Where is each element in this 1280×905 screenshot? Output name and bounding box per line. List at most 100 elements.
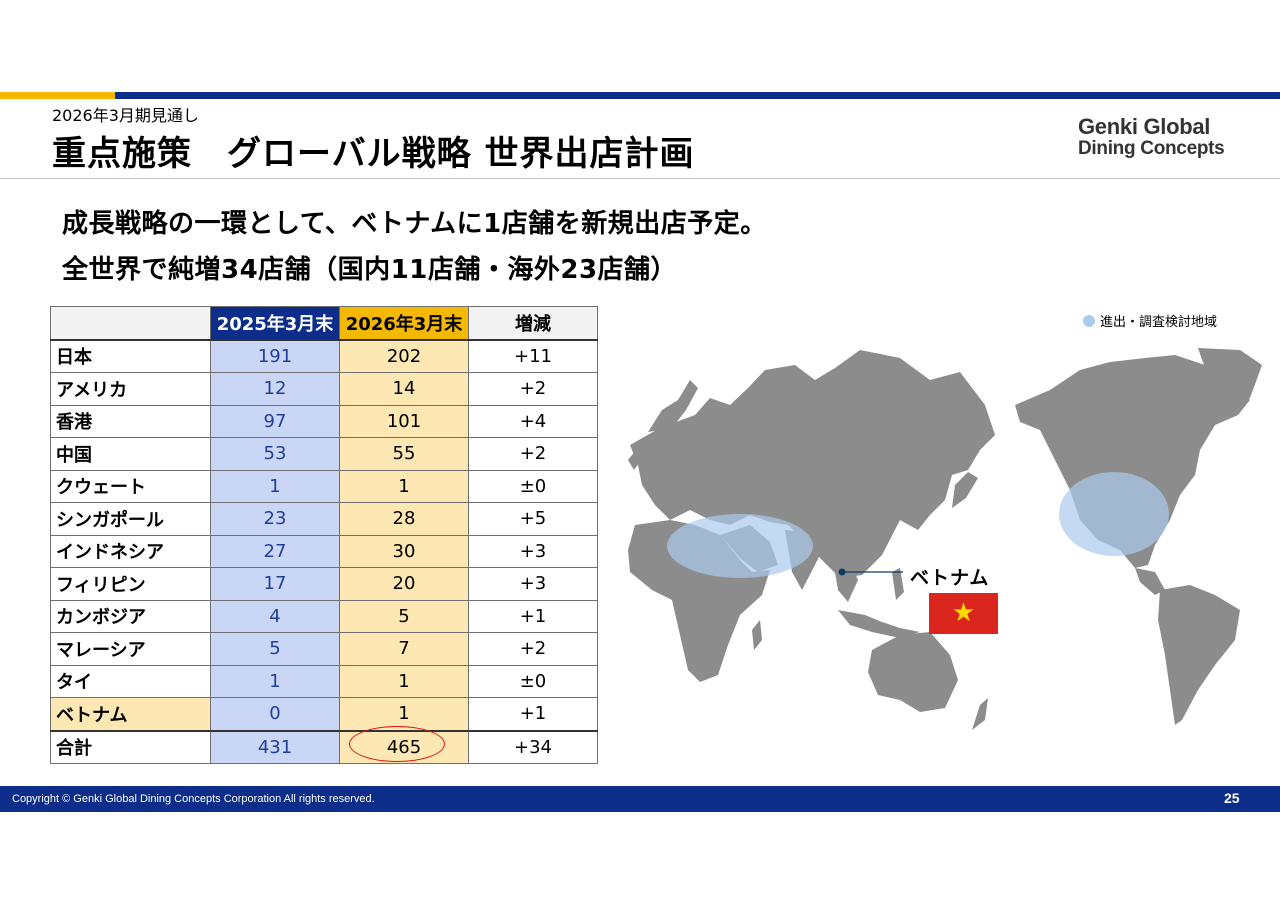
table-row-vietnam: ベトナム 0 1 +1 bbox=[50, 697, 598, 731]
count-2026: 20 bbox=[339, 567, 469, 601]
count-diff: ±0 bbox=[468, 664, 598, 698]
country-name: 日本 bbox=[50, 339, 211, 373]
headline-line-1: 成長戦略の一環として、ベトナムに1店舗を新規出店予定。 bbox=[62, 209, 767, 239]
count-2026: 14 bbox=[339, 372, 469, 406]
count-2025: 1 bbox=[210, 664, 340, 698]
count-2026: 101 bbox=[339, 404, 469, 438]
store-count-table: 2025年3月末 2026年3月末 増減 日本 191 202 +11 アメリカ… bbox=[50, 306, 598, 764]
count-2025: 12 bbox=[210, 372, 340, 406]
count-2025: 27 bbox=[210, 534, 340, 568]
country-name: カンボジア bbox=[50, 599, 211, 633]
table-row: 日本 191 202 +11 bbox=[50, 339, 598, 373]
count-2025: 97 bbox=[210, 404, 340, 438]
indonesia-islands bbox=[838, 610, 920, 638]
legend-dot-icon bbox=[1083, 315, 1095, 327]
country-name: アメリカ bbox=[50, 372, 211, 406]
header-2026: 2026年3月末 bbox=[339, 306, 469, 341]
count-diff: ±0 bbox=[468, 469, 598, 503]
british-isles bbox=[628, 450, 640, 470]
count-2026: 7 bbox=[339, 632, 469, 666]
country-name: インドネシア bbox=[50, 534, 211, 568]
north-america-highlight bbox=[1059, 472, 1169, 556]
table-row: カンボジア 4 5 +1 bbox=[50, 599, 598, 633]
count-2025: 191 bbox=[210, 339, 340, 373]
header-diff: 増減 bbox=[468, 306, 598, 341]
philippines bbox=[892, 568, 904, 600]
country-name: 香港 bbox=[50, 404, 211, 438]
footer-bar: Copyright © Genki Global Dining Concepts… bbox=[0, 786, 1280, 812]
count-2025: 17 bbox=[210, 567, 340, 601]
count-2026: 1 bbox=[339, 664, 469, 698]
count-diff: +4 bbox=[468, 404, 598, 438]
greenland bbox=[1198, 348, 1262, 410]
count-2026: 5 bbox=[339, 599, 469, 633]
header-2025: 2025年3月末 bbox=[210, 306, 340, 341]
map-legend: 進出・調査検討地域 bbox=[1083, 315, 1217, 331]
country-name: タイ bbox=[50, 664, 211, 698]
count-diff: +5 bbox=[468, 502, 598, 536]
japan bbox=[952, 472, 978, 508]
table-row: フィリピン 17 20 +3 bbox=[50, 567, 598, 601]
logo-line-2: Dining Concepts bbox=[1078, 138, 1225, 159]
copyright-text: Copyright © Genki Global Dining Concepts… bbox=[12, 793, 375, 805]
table-total-row: 合計 431 465 +34 bbox=[50, 729, 598, 764]
table-row: 中国 53 55 +2 bbox=[50, 437, 598, 471]
vietnam-flag-icon: ★ bbox=[929, 593, 998, 634]
total-diff: +34 bbox=[468, 729, 598, 764]
south-america bbox=[1158, 585, 1240, 725]
count-diff: +3 bbox=[468, 567, 598, 601]
count-2026: 1 bbox=[339, 469, 469, 503]
central-america bbox=[1135, 568, 1165, 595]
headline-line-2: 全世界で純増34店舗（国内11店舗・海外23店舗） bbox=[62, 255, 678, 285]
header-divider bbox=[0, 178, 1280, 179]
legend-label: 進出・調査検討地域 bbox=[1100, 315, 1218, 330]
count-2026: 202 bbox=[339, 339, 469, 373]
country-name: 中国 bbox=[50, 437, 211, 471]
northern-europe bbox=[648, 380, 698, 432]
count-2025: 4 bbox=[210, 599, 340, 633]
country-name: マレーシア bbox=[50, 632, 211, 666]
count-2025: 5 bbox=[210, 632, 340, 666]
australia bbox=[868, 632, 958, 712]
count-diff: +1 bbox=[468, 697, 598, 731]
world-map bbox=[628, 348, 1262, 730]
table-row: クウェート 1 1 ±0 bbox=[50, 469, 598, 503]
total-2025: 431 bbox=[210, 729, 340, 764]
middle-east-highlight bbox=[667, 514, 813, 578]
table-row: マレーシア 5 7 +2 bbox=[50, 632, 598, 666]
count-diff: +11 bbox=[468, 339, 598, 373]
slide-title: 重点施策 グローバル戦略 世界出店計画 bbox=[52, 134, 695, 174]
table-row: アメリカ 12 14 +2 bbox=[50, 372, 598, 406]
count-2025: 53 bbox=[210, 437, 340, 471]
count-2026: 55 bbox=[339, 437, 469, 471]
count-diff: +2 bbox=[468, 632, 598, 666]
table-row: インドネシア 27 30 +3 bbox=[50, 534, 598, 568]
country-name: フィリピン bbox=[50, 567, 211, 601]
count-2025: 0 bbox=[210, 697, 340, 731]
count-2025: 1 bbox=[210, 469, 340, 503]
madagascar bbox=[752, 620, 762, 650]
country-name: シンガポール bbox=[50, 502, 211, 536]
logo-line-1: Genki Global bbox=[1078, 114, 1211, 139]
count-2026: 30 bbox=[339, 534, 469, 568]
total-label: 合計 bbox=[50, 729, 211, 764]
table-row: タイ 1 1 ±0 bbox=[50, 664, 598, 698]
count-diff: +2 bbox=[468, 437, 598, 471]
top-accent-bar bbox=[0, 92, 1280, 99]
company-logo: Genki Global Dining Concepts bbox=[1078, 116, 1248, 160]
total-highlight-circle bbox=[349, 726, 445, 762]
count-2025: 23 bbox=[210, 502, 340, 536]
north-america bbox=[1015, 355, 1250, 568]
table-row: 香港 97 101 +4 bbox=[50, 404, 598, 438]
flag-star-icon: ★ bbox=[951, 598, 976, 628]
count-diff: +3 bbox=[468, 534, 598, 568]
count-diff: +2 bbox=[468, 372, 598, 406]
new-zealand bbox=[972, 698, 988, 730]
count-diff: +1 bbox=[468, 599, 598, 633]
count-2026: 28 bbox=[339, 502, 469, 536]
slide-subtitle: 2026年3月期見通し bbox=[52, 106, 199, 125]
vietnam-marker bbox=[838, 568, 846, 576]
country-name: ベトナム bbox=[50, 697, 211, 731]
table-row: シンガポール 23 28 +5 bbox=[50, 502, 598, 536]
vietnam-label: ベトナム bbox=[910, 567, 990, 589]
